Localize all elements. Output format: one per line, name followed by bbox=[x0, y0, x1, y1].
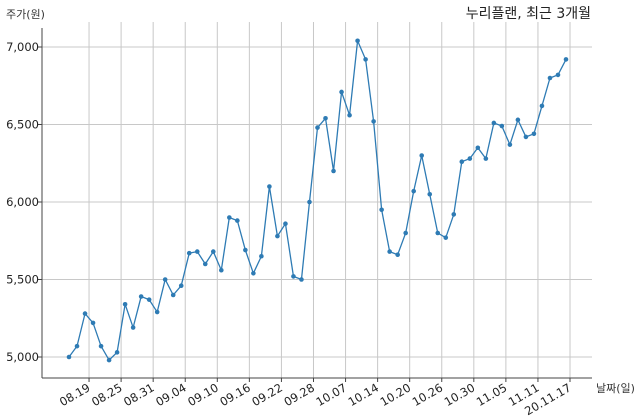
x-tick-label: 09.28 bbox=[281, 380, 317, 409]
data-point bbox=[403, 230, 408, 236]
x-tick-label: 10.26 bbox=[410, 380, 446, 409]
data-point bbox=[267, 184, 272, 189]
data-point bbox=[98, 343, 104, 349]
data-point bbox=[243, 247, 248, 253]
data-point bbox=[499, 123, 505, 129]
data-point bbox=[122, 302, 128, 307]
data-point bbox=[178, 283, 184, 289]
data-point bbox=[194, 249, 200, 254]
data-point bbox=[411, 188, 416, 194]
data-point bbox=[555, 72, 561, 78]
data-point bbox=[219, 267, 224, 273]
axes bbox=[41, 28, 592, 379]
data-point bbox=[74, 343, 80, 349]
data-point bbox=[379, 207, 384, 213]
y-tick-labels: 5,000 5,500 6,000 6,500 7,000 bbox=[6, 40, 42, 364]
data-point bbox=[186, 250, 192, 256]
data-point bbox=[523, 134, 529, 140]
data-point bbox=[227, 215, 232, 220]
data-point bbox=[467, 156, 473, 161]
data-point bbox=[90, 320, 96, 326]
data-point bbox=[547, 75, 553, 81]
data-points bbox=[66, 38, 569, 363]
data-point bbox=[339, 89, 344, 95]
x-tick-label: 08.31 bbox=[121, 380, 157, 409]
data-point bbox=[323, 116, 328, 121]
data-point bbox=[299, 277, 304, 282]
data-point bbox=[563, 57, 569, 62]
data-point bbox=[146, 297, 152, 302]
chart-title: 누리플랜, 최근 3개월 bbox=[466, 6, 591, 22]
y-tick-label: 6,500 bbox=[6, 118, 39, 132]
data-point bbox=[210, 249, 216, 254]
data-point bbox=[315, 125, 320, 130]
data-point bbox=[114, 350, 120, 355]
x-tick-label: 09.16 bbox=[217, 380, 253, 409]
data-point bbox=[451, 212, 457, 217]
x-tick-label: 10.14 bbox=[346, 380, 382, 409]
data-point bbox=[371, 119, 376, 124]
x-tick-label: 09.22 bbox=[249, 380, 285, 409]
y-tick-label: 7,000 bbox=[6, 40, 39, 54]
data-point bbox=[363, 57, 368, 62]
data-point bbox=[291, 274, 296, 279]
data-point bbox=[275, 233, 280, 239]
y-tick-label: 5,500 bbox=[6, 273, 39, 287]
data-point bbox=[138, 294, 144, 299]
x-tick-label: 09.04 bbox=[153, 380, 189, 409]
data-point bbox=[347, 112, 352, 118]
data-point bbox=[443, 235, 449, 240]
x-tick-label: 10.30 bbox=[442, 380, 478, 409]
x-tick-label: 08.19 bbox=[57, 380, 93, 409]
data-point bbox=[82, 311, 88, 316]
x-axis-label: 날짜(일) bbox=[596, 381, 635, 395]
data-point bbox=[259, 253, 264, 259]
x-tick-label: 08.25 bbox=[89, 380, 125, 409]
data-point bbox=[170, 292, 176, 298]
data-point bbox=[435, 230, 441, 236]
data-point bbox=[459, 159, 465, 164]
data-point bbox=[515, 117, 521, 123]
data-point bbox=[130, 325, 136, 330]
grid-lines bbox=[42, 22, 592, 378]
x-tick-label: 10.07 bbox=[314, 380, 350, 409]
data-point bbox=[331, 168, 336, 174]
data-point bbox=[395, 252, 400, 257]
data-point bbox=[491, 120, 497, 126]
data-point bbox=[162, 277, 168, 282]
data-point bbox=[202, 261, 208, 267]
data-point bbox=[427, 191, 433, 197]
y-axis-label: 주가(원) bbox=[6, 8, 45, 21]
y-tick-label: 6,000 bbox=[6, 195, 39, 209]
data-point bbox=[235, 218, 240, 223]
data-point bbox=[387, 249, 392, 254]
data-point bbox=[539, 103, 545, 109]
data-point bbox=[419, 153, 425, 158]
data-point bbox=[531, 131, 537, 137]
x-tick-label: 10.20 bbox=[378, 380, 414, 409]
data-point bbox=[355, 38, 360, 44]
data-point bbox=[251, 271, 256, 276]
data-point bbox=[154, 309, 160, 315]
data-point bbox=[507, 142, 513, 147]
data-point bbox=[66, 354, 72, 360]
data-point bbox=[475, 145, 481, 151]
x-tick-label: 11.05 bbox=[474, 380, 510, 409]
x-tick-label: 09.10 bbox=[185, 380, 221, 409]
data-point bbox=[307, 199, 312, 205]
data-point bbox=[483, 156, 489, 161]
series-line bbox=[68, 38, 567, 362]
x-tick-labels: 08.1908.2508.3109.0409.1009.1609.2209.28… bbox=[57, 378, 574, 418]
y-tick-label: 5,000 bbox=[6, 350, 39, 364]
data-point bbox=[283, 221, 288, 226]
data-point bbox=[106, 357, 112, 363]
